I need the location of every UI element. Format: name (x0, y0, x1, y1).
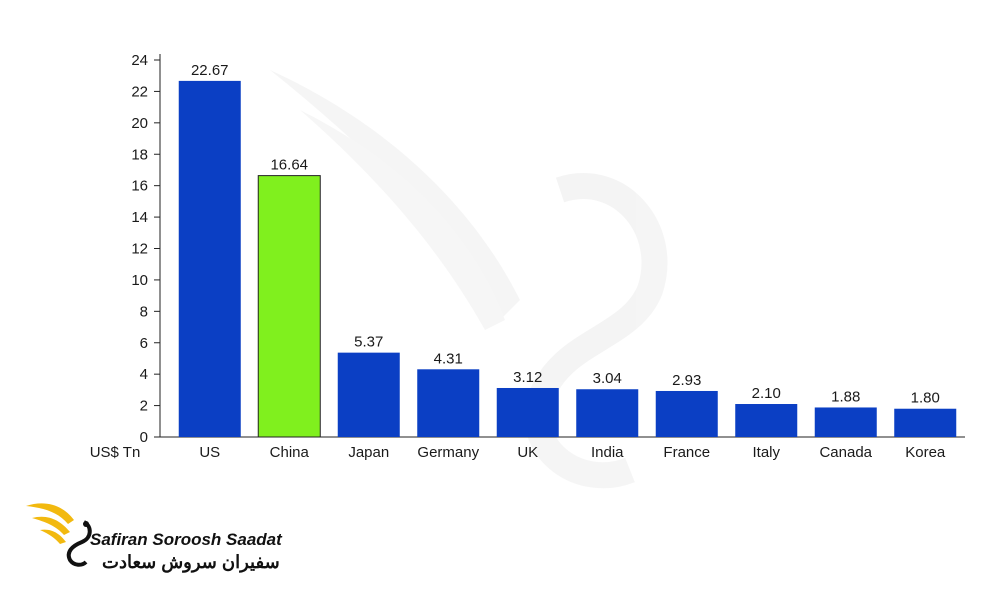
value-label-italy: 2.10 (752, 385, 781, 402)
y-tick-label: 6 (140, 335, 148, 352)
y-tick-label: 14 (131, 209, 148, 226)
category-label-france: France (663, 444, 710, 461)
value-label-france: 2.93 (672, 372, 701, 389)
value-label-japan: 5.37 (354, 334, 383, 351)
value-label-india: 3.04 (593, 370, 622, 387)
bars (178, 80, 957, 438)
category-label-china: China (270, 444, 310, 461)
y-tick-label: 24 (131, 52, 148, 69)
y-tick-label: 22 (131, 83, 148, 100)
value-label-uk: 3.12 (513, 369, 542, 386)
bar-india (576, 389, 639, 437)
category-label-canada: Canada (819, 444, 872, 461)
bar-germany (417, 369, 480, 437)
value-labels: 22.67 16.64 5.37 4.31 3.12 3.04 2.93 2.10 1.88 1.… (191, 62, 940, 407)
value-label-canada: 1.88 (831, 388, 860, 405)
y-tick-label: 20 (131, 115, 148, 132)
y-tick-label: 18 (131, 146, 148, 163)
y-tick-label: 8 (140, 303, 148, 320)
category-label-germany: Germany (417, 444, 479, 461)
logo-text-latin: Safiran Soroosh Saadat (90, 530, 282, 549)
bar-korea (894, 408, 957, 437)
y-tick-label: 4 (140, 366, 148, 383)
category-label-korea: Korea (905, 444, 946, 461)
bar-italy (735, 404, 798, 437)
category-label-uk: UK (517, 444, 538, 461)
value-label-china: 16.64 (270, 157, 308, 174)
y-tick-label: 2 (140, 398, 148, 415)
watermark-emblem-icon (270, 70, 668, 489)
category-label-india: India (591, 444, 624, 461)
value-label-korea: 1.80 (911, 390, 940, 407)
y-tick-label: 16 (131, 178, 148, 195)
wing-logo-icon (26, 503, 92, 567)
bar-japan (337, 352, 400, 437)
bar-canada (814, 407, 877, 437)
unit-label: US$ Tn (90, 444, 141, 461)
category-label-japan: Japan (348, 444, 389, 461)
y-tick-label: 0 (140, 429, 148, 446)
y-tick-label: 10 (131, 272, 148, 289)
y-tick-label: 12 (131, 241, 148, 258)
category-label-italy: Italy (752, 444, 780, 461)
category-labels: US China Japan Germany UK India France Italy Can… (199, 444, 946, 461)
brand-logo: Safiran Soroosh Saadat سفیران سروش سعادت (22, 492, 292, 582)
value-label-germany: 4.31 (434, 350, 463, 367)
value-label-us: 22.67 (191, 62, 229, 79)
bar-uk (496, 387, 559, 437)
bar-us (178, 80, 241, 437)
category-label-us: US (199, 444, 220, 461)
logo-text-farsi: سفیران سروش سعادت (102, 552, 280, 572)
bar-france (655, 390, 718, 437)
bar-china (257, 175, 321, 438)
